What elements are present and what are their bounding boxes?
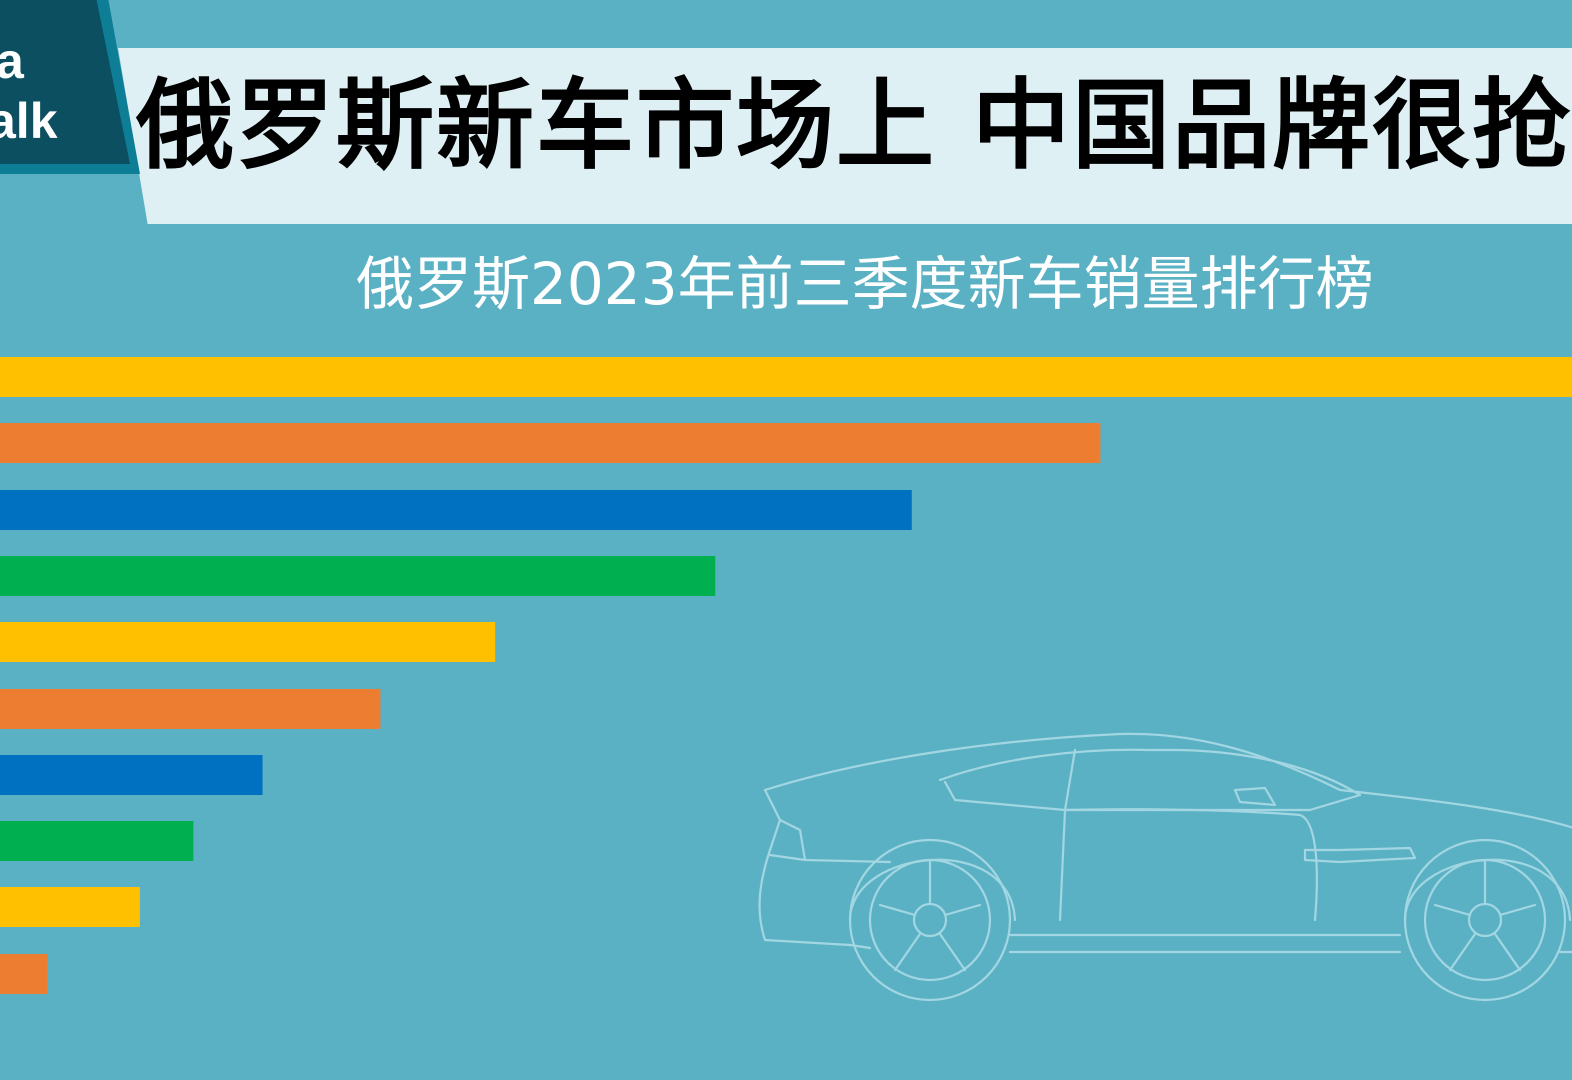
bar-7 (0, 755, 263, 795)
title-banner (118, 48, 1572, 224)
bar-2 (0, 423, 1101, 463)
chart-title: 俄罗斯2023年前三季度新车销量排行榜 (356, 250, 1374, 318)
logo-text-line2: alk (0, 93, 58, 149)
bar-5 (0, 622, 496, 662)
bar-9 (0, 887, 140, 927)
page-title: 俄罗斯新车市场上 中国品牌很抢 (136, 69, 1572, 183)
bar-6 (0, 689, 381, 729)
logo-text-line1: a (0, 33, 24, 89)
bar-10 (0, 954, 48, 994)
bar-4 (0, 556, 716, 596)
car-outline-icon (758, 732, 1572, 1002)
bar-8 (0, 821, 194, 861)
bar-3 (0, 490, 912, 530)
bar-1 (0, 357, 1572, 397)
